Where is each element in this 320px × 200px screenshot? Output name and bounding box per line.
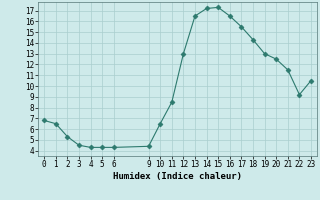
- X-axis label: Humidex (Indice chaleur): Humidex (Indice chaleur): [113, 172, 242, 181]
